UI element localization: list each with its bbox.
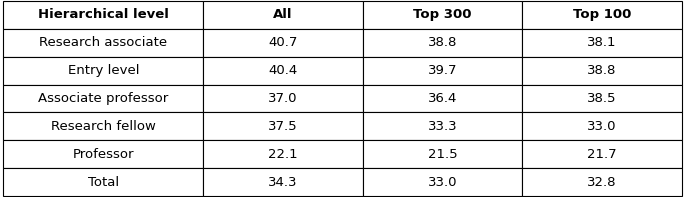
Bar [203, 29, 363, 57]
Bar [3, 57, 203, 85]
Bar [363, 140, 522, 168]
Bar [3, 168, 203, 196]
Text: Entry level: Entry level [68, 64, 139, 77]
Text: Top 300: Top 300 [413, 8, 472, 21]
Text: 38.8: 38.8 [428, 36, 457, 49]
Bar [3, 85, 203, 112]
Bar [363, 1, 522, 29]
Text: 40.7: 40.7 [269, 36, 298, 49]
Bar [363, 57, 522, 85]
Bar [3, 1, 203, 29]
Bar [3, 29, 203, 57]
Bar [522, 57, 682, 85]
Text: 37.5: 37.5 [269, 120, 298, 133]
Text: All: All [273, 8, 293, 21]
Bar [522, 168, 682, 196]
Bar [522, 1, 682, 29]
Text: 33.3: 33.3 [427, 120, 458, 133]
Text: Research associate: Research associate [40, 36, 168, 49]
Bar [522, 29, 682, 57]
Text: 38.1: 38.1 [587, 36, 616, 49]
Bar [203, 57, 363, 85]
Text: 21.5: 21.5 [427, 148, 458, 161]
Bar [3, 140, 203, 168]
Bar [363, 112, 522, 140]
Text: 36.4: 36.4 [428, 92, 457, 105]
Text: 37.0: 37.0 [269, 92, 298, 105]
Text: Research fellow: Research fellow [51, 120, 156, 133]
Text: 40.4: 40.4 [269, 64, 298, 77]
Text: Hierarchical level: Hierarchical level [38, 8, 169, 21]
Text: 39.7: 39.7 [427, 64, 458, 77]
Text: Professor: Professor [73, 148, 134, 161]
Bar [363, 29, 522, 57]
Text: 32.8: 32.8 [587, 176, 616, 189]
Text: 38.8: 38.8 [587, 64, 616, 77]
Bar [522, 140, 682, 168]
Bar [3, 112, 203, 140]
Text: 21.7: 21.7 [587, 148, 616, 161]
Text: 33.0: 33.0 [587, 120, 616, 133]
Bar [522, 112, 682, 140]
Bar [522, 85, 682, 112]
Text: 38.5: 38.5 [587, 92, 616, 105]
Bar [203, 112, 363, 140]
Text: Total: Total [88, 176, 119, 189]
Bar [363, 85, 522, 112]
Bar [363, 168, 522, 196]
Text: Associate professor: Associate professor [38, 92, 169, 105]
Text: Top 100: Top 100 [573, 8, 631, 21]
Bar [203, 140, 363, 168]
Bar [203, 1, 363, 29]
Text: 22.1: 22.1 [269, 148, 298, 161]
Bar [203, 85, 363, 112]
Text: 34.3: 34.3 [269, 176, 298, 189]
Bar [203, 168, 363, 196]
Text: 33.0: 33.0 [427, 176, 458, 189]
